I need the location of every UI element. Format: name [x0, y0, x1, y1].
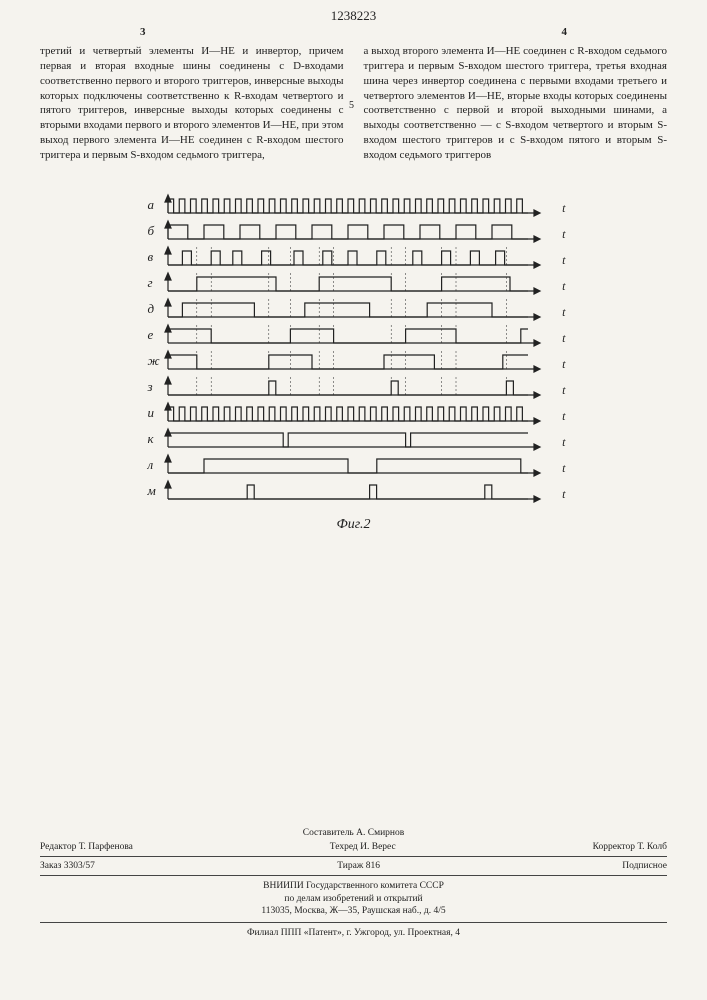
time-axis-label: t: [562, 253, 565, 268]
time-axis-label: t: [562, 461, 565, 476]
trace-row: дt: [144, 297, 564, 323]
left-col-num: 3: [140, 26, 146, 38]
trace-waveform: [164, 427, 544, 453]
time-axis-label: t: [562, 201, 565, 216]
trace-row: иt: [144, 401, 564, 427]
trace-row: зt: [144, 375, 564, 401]
figure-label: Фиг.2: [144, 517, 564, 533]
trace-label: ж: [148, 353, 160, 369]
time-axis-label: t: [562, 435, 565, 450]
footer-org: ВНИИПИ Государственного комитета СССР по…: [40, 880, 667, 918]
time-axis-label: t: [562, 357, 565, 372]
trace-waveform: [164, 297, 544, 323]
trace-row: кt: [144, 427, 564, 453]
trace-row: бt: [144, 219, 564, 245]
trace-waveform: [164, 401, 544, 427]
left-column: третий и четвертый элементы И—НЕ и инвер…: [40, 44, 344, 163]
trace-waveform: [164, 193, 544, 219]
trace-label: д: [148, 301, 155, 317]
time-axis-label: t: [562, 331, 565, 346]
trace-row: вt: [144, 245, 564, 271]
column-numbers: 3 4: [0, 24, 707, 38]
footer-addr: 113035, Москва, Ж—35, Раушская наб., д. …: [261, 906, 445, 916]
trace-label: и: [148, 405, 155, 421]
trace-label: б: [148, 223, 155, 239]
footer-divider-1: [40, 856, 667, 857]
footer-row-2: Заказ 3303/57 Тираж 816 Подписное: [40, 861, 667, 871]
footer-tirage: Тираж 816: [337, 861, 380, 871]
footer-corrector: Корректор Т. Колб: [593, 842, 667, 852]
page: 1238223 3 4 третий и четвертый элементы …: [0, 0, 707, 1000]
time-axis-label: t: [562, 305, 565, 320]
trace-row: аt: [144, 193, 564, 219]
footer-row-1: Редактор Т. Парфенова Техред И. Верес Ко…: [40, 842, 667, 852]
trace-waveform: [164, 349, 544, 375]
time-axis-label: t: [562, 279, 565, 294]
trace-waveform: [164, 245, 544, 271]
time-axis-label: t: [562, 409, 565, 424]
right-column: а выход второго элемента И—НЕ соединен с…: [364, 44, 668, 163]
footer-order: Заказ 3303/57: [40, 861, 95, 871]
patent-number: 1238223: [0, 0, 707, 24]
trace-label: к: [148, 431, 154, 447]
trace-label: г: [148, 275, 153, 291]
trace-label: з: [148, 379, 153, 395]
trace-waveform: [164, 375, 544, 401]
footer-org2: по делам изобретений и открытий: [284, 894, 422, 904]
trace-row: гt: [144, 271, 564, 297]
trace-label: а: [148, 197, 155, 213]
right-col-num: 4: [562, 26, 568, 38]
time-axis-label: t: [562, 487, 565, 502]
footer-subscription: Подписное: [622, 861, 667, 871]
line-marker: 5: [349, 100, 354, 111]
trace-row: мt: [144, 479, 564, 505]
trace-row: еt: [144, 323, 564, 349]
trace-label: в: [148, 249, 154, 265]
footer-divider-2: [40, 875, 667, 876]
footer-org1: ВНИИПИ Государственного комитета СССР: [263, 881, 444, 891]
trace-waveform: [164, 323, 544, 349]
footer-divider-3: [40, 922, 667, 923]
trace-row: жt: [144, 349, 564, 375]
trace-label: л: [148, 457, 154, 473]
trace-label: е: [148, 327, 154, 343]
time-axis-label: t: [562, 227, 565, 242]
footer-branch: Филиал ППП «Патент», г. Ужгород, ул. Про…: [40, 927, 667, 940]
timing-diagram: аtбtвtгtдtеtжtзtиtкtлtмt Фиг.2: [144, 193, 564, 533]
trace-waveform: [164, 453, 544, 479]
trace-label: м: [148, 483, 156, 499]
trace-row: лt: [144, 453, 564, 479]
footer-editor: Редактор Т. Парфенова: [40, 842, 133, 852]
footer-tech: Техред И. Верес: [330, 842, 396, 852]
time-axis-label: t: [562, 383, 565, 398]
trace-waveform: [164, 479, 544, 505]
footer: Составитель А. Смирнов Редактор Т. Парфе…: [40, 823, 667, 940]
trace-waveform: [164, 219, 544, 245]
footer-compiler: Составитель А. Смирнов: [40, 827, 667, 840]
trace-waveform: [164, 271, 544, 297]
